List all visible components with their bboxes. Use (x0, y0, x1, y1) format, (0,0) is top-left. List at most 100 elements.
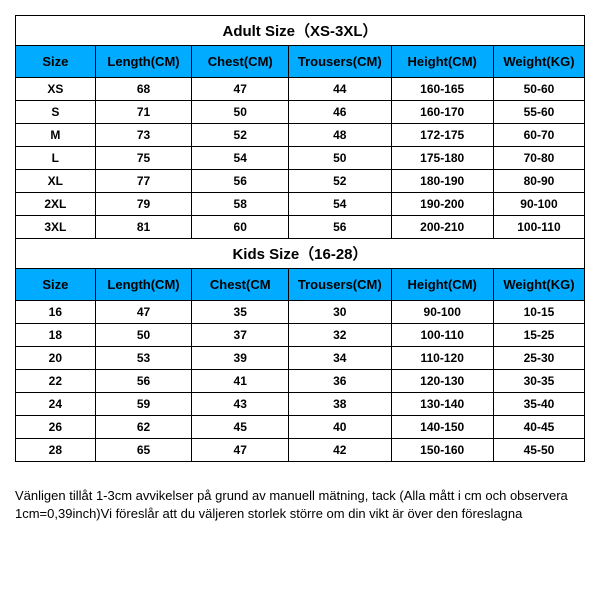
col-length: Length(CM) (95, 46, 192, 78)
table-cell: 52 (289, 170, 391, 193)
table-cell: 90-100 (493, 193, 584, 216)
col-size: Size (16, 269, 96, 301)
table-row: XS684744160-16550-60 (16, 78, 585, 101)
kids-section-title: Kids Size（16-28） (16, 239, 585, 269)
table-cell: 62 (95, 416, 192, 439)
kids-header-row: Size Length(CM) Chest(CM Trousers(CM) He… (16, 269, 585, 301)
table-cell: 65 (95, 439, 192, 462)
table-cell: 53 (95, 347, 192, 370)
table-cell: 160-165 (391, 78, 493, 101)
table-cell: 79 (95, 193, 192, 216)
table-cell: 100-110 (391, 324, 493, 347)
table-cell: 59 (95, 393, 192, 416)
table-cell: 35-40 (493, 393, 584, 416)
table-row: 24594338130-14035-40 (16, 393, 585, 416)
table-cell: 47 (95, 301, 192, 324)
table-cell: 35 (192, 301, 289, 324)
table-row: 20533934110-12025-30 (16, 347, 585, 370)
col-height: Height(CM) (391, 46, 493, 78)
table-cell: 100-110 (493, 216, 584, 239)
table-cell: 110-120 (391, 347, 493, 370)
table-cell: 16 (16, 301, 96, 324)
col-weight: Weight(KG) (493, 269, 584, 301)
size-chart-table: Adult Size（XS-3XL） Size Length(CM) Chest… (15, 15, 585, 462)
table-row: 28654742150-16045-50 (16, 439, 585, 462)
table-row: 1647353090-10010-15 (16, 301, 585, 324)
table-cell: 90-100 (391, 301, 493, 324)
table-cell: 46 (289, 101, 391, 124)
table-cell: 30 (289, 301, 391, 324)
table-cell: 38 (289, 393, 391, 416)
table-cell: 56 (192, 170, 289, 193)
table-cell: 50 (95, 324, 192, 347)
table-cell: 70-80 (493, 147, 584, 170)
table-cell: 32 (289, 324, 391, 347)
col-weight: Weight(KG) (493, 46, 584, 78)
table-cell: 60-70 (493, 124, 584, 147)
col-size: Size (16, 46, 96, 78)
col-trousers: Trousers(CM) (289, 46, 391, 78)
col-trousers: Trousers(CM) (289, 269, 391, 301)
table-cell: 36 (289, 370, 391, 393)
col-chest: Chest(CM (192, 269, 289, 301)
table-cell: 18 (16, 324, 96, 347)
table-cell: 55-60 (493, 101, 584, 124)
table-cell: 160-170 (391, 101, 493, 124)
table-cell: 2XL (16, 193, 96, 216)
adult-section-title: Adult Size（XS-3XL） (16, 16, 585, 46)
table-cell: 68 (95, 78, 192, 101)
table-cell: L (16, 147, 96, 170)
table-cell: 39 (192, 347, 289, 370)
table-cell: 40 (289, 416, 391, 439)
table-cell: 20 (16, 347, 96, 370)
table-cell: 45 (192, 416, 289, 439)
table-cell: 15-25 (493, 324, 584, 347)
col-length: Length(CM) (95, 269, 192, 301)
table-cell: 175-180 (391, 147, 493, 170)
table-cell: 24 (16, 393, 96, 416)
table-cell: 41 (192, 370, 289, 393)
table-row: L755450175-18070-80 (16, 147, 585, 170)
table-cell: XL (16, 170, 96, 193)
table-cell: 28 (16, 439, 96, 462)
footer-note: Vänligen tillåt 1-3cm avvikelser på grun… (15, 487, 585, 523)
table-cell: XS (16, 78, 96, 101)
table-row: M735248172-17560-70 (16, 124, 585, 147)
table-cell: 71 (95, 101, 192, 124)
table-row: 3XL816056200-210100-110 (16, 216, 585, 239)
table-cell: 37 (192, 324, 289, 347)
table-cell: 45-50 (493, 439, 584, 462)
table-row: S715046160-17055-60 (16, 101, 585, 124)
table-cell: 172-175 (391, 124, 493, 147)
table-cell: 47 (192, 439, 289, 462)
table-cell: 54 (289, 193, 391, 216)
table-cell: 50 (192, 101, 289, 124)
table-cell: 44 (289, 78, 391, 101)
table-cell: 81 (95, 216, 192, 239)
table-cell: 56 (289, 216, 391, 239)
table-row: 18503732100-11015-25 (16, 324, 585, 347)
table-cell: 140-150 (391, 416, 493, 439)
table-cell: 150-160 (391, 439, 493, 462)
table-cell: 30-35 (493, 370, 584, 393)
table-cell: 73 (95, 124, 192, 147)
table-cell: 3XL (16, 216, 96, 239)
table-cell: 34 (289, 347, 391, 370)
table-cell: 200-210 (391, 216, 493, 239)
table-cell: M (16, 124, 96, 147)
table-row: 2XL795854190-20090-100 (16, 193, 585, 216)
table-cell: 25-30 (493, 347, 584, 370)
table-cell: 22 (16, 370, 96, 393)
table-cell: 77 (95, 170, 192, 193)
adult-header-row: Size Length(CM) Chest(CM) Trousers(CM) H… (16, 46, 585, 78)
table-cell: 130-140 (391, 393, 493, 416)
table-cell: 120-130 (391, 370, 493, 393)
table-cell: 10-15 (493, 301, 584, 324)
table-cell: 54 (192, 147, 289, 170)
table-cell: 56 (95, 370, 192, 393)
table-row: 22564136120-13030-35 (16, 370, 585, 393)
table-cell: 180-190 (391, 170, 493, 193)
table-cell: 80-90 (493, 170, 584, 193)
table-cell: 190-200 (391, 193, 493, 216)
table-cell: 50 (289, 147, 391, 170)
